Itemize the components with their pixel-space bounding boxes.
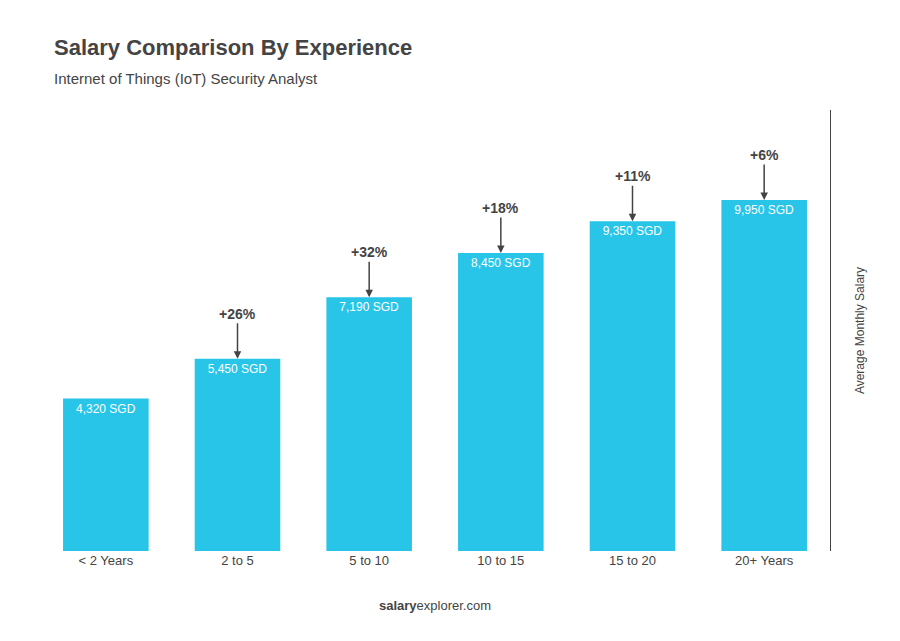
svg-text:9,950 SGD: 9,950 SGD [734, 203, 794, 217]
svg-text:20+ Years: 20+ Years [735, 553, 794, 568]
svg-text:15 to 20: 15 to 20 [609, 553, 656, 568]
svg-text:+18%: +18% [482, 200, 519, 216]
svg-text:5 to 10: 5 to 10 [349, 553, 389, 568]
svg-text:8,450 SGD: 8,450 SGD [471, 256, 531, 270]
svg-text:4,320 SGD: 4,320 SGD [76, 402, 136, 416]
svg-text:9,350 SGD: 9,350 SGD [603, 224, 663, 238]
svg-text:+11%: +11% [615, 168, 651, 184]
svg-text:5,450 SGD: 5,450 SGD [208, 362, 268, 376]
svg-text:7,190 SGD: 7,190 SGD [339, 300, 399, 314]
svg-text:+32%: +32% [351, 244, 388, 260]
svg-text:10 to 15: 10 to 15 [477, 553, 524, 568]
svg-text:2 to 5: 2 to 5 [221, 553, 254, 568]
svg-text:+6%: +6% [750, 147, 779, 163]
svg-text:Average Monthly Salary: Average Monthly Salary [853, 267, 867, 394]
svg-text:Salary Comparison By Experienc: Salary Comparison By Experience [54, 35, 412, 60]
svg-text:+26%: +26% [219, 306, 256, 322]
svg-text:Internet of Things (IoT) Secur: Internet of Things (IoT) Security Analys… [54, 70, 318, 87]
svg-text:< 2 Years: < 2 Years [79, 553, 134, 568]
svg-text:salaryexplorer.com: salaryexplorer.com [379, 598, 491, 613]
